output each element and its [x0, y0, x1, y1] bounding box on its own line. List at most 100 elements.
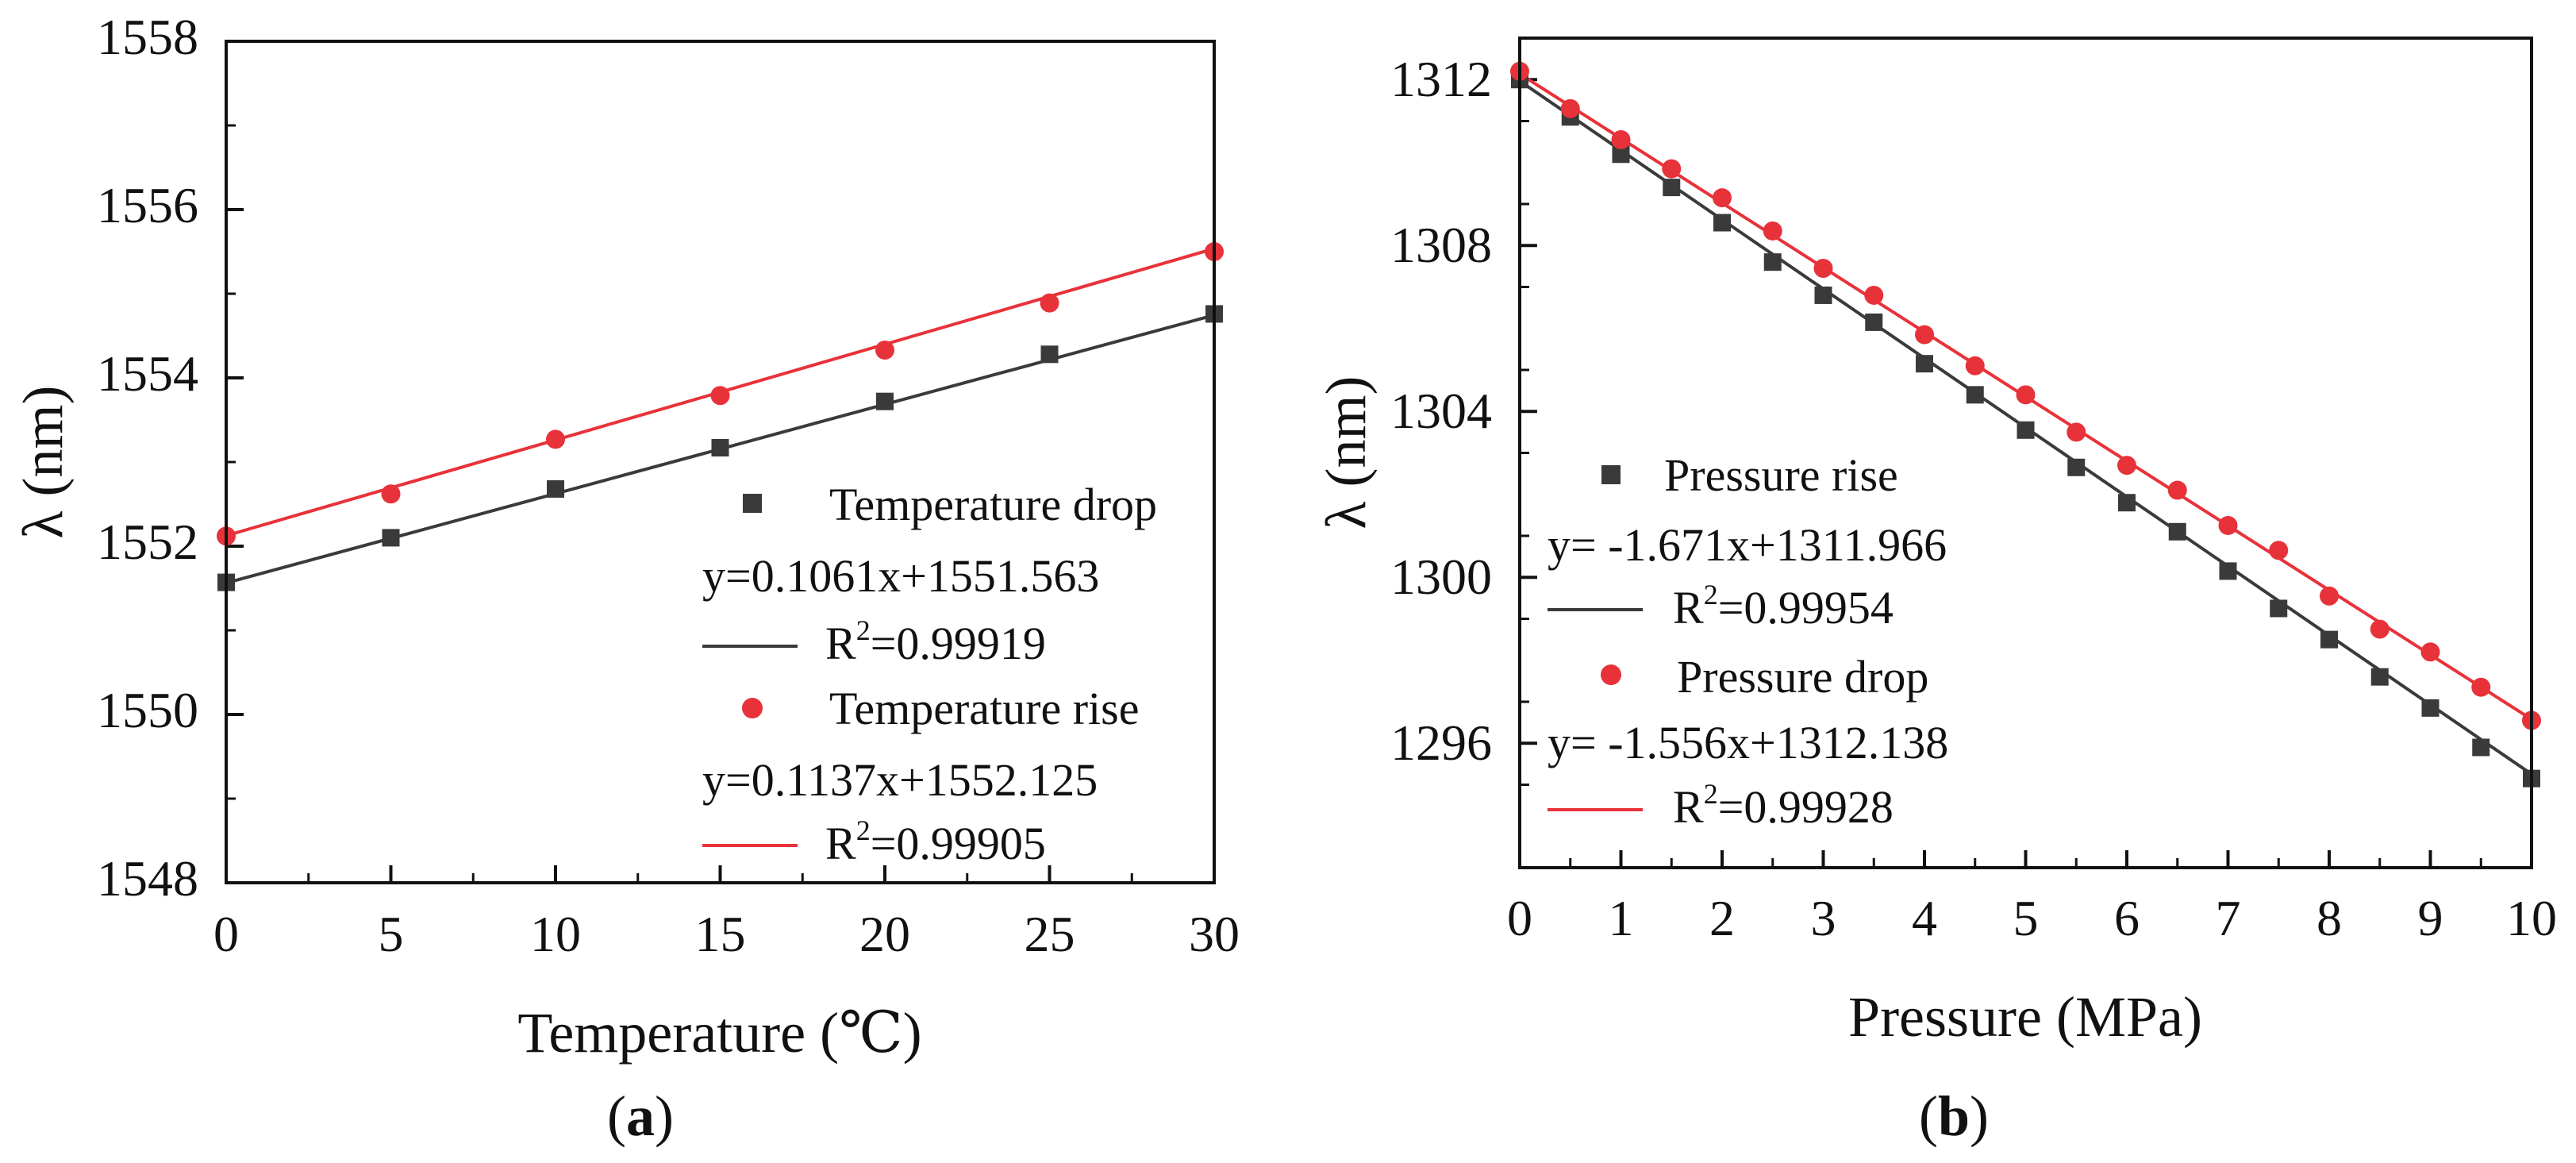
legend-fit-equation: y=0.1137x+1552.125	[702, 754, 1098, 806]
legend-marker-square	[743, 494, 762, 513]
data-point-circle	[710, 386, 730, 406]
data-point-square	[2017, 421, 2035, 439]
data-point-circle	[2471, 677, 2491, 697]
chart-a-panel-label: (a)	[607, 1084, 674, 1148]
data-point-circle	[2016, 385, 2036, 405]
legend-series-name: Temperature drop	[829, 479, 1157, 530]
data-point-circle	[2320, 586, 2339, 606]
data-point-square	[2370, 668, 2389, 686]
data-point-circle	[2167, 480, 2187, 500]
chart-b-ytick-label: 1300	[1390, 549, 1492, 605]
chart-b-x-axis-title: Pressure (MPa)	[1848, 985, 2202, 1049]
legend-marker-circle	[742, 698, 763, 718]
chart-a-xtick-label: 0	[213, 906, 239, 962]
legend-fit-equation: y= -1.556x+1312.138	[1548, 717, 1948, 768]
data-point-circle	[1864, 285, 1884, 305]
chart-b-plot-frame	[1518, 37, 2533, 869]
data-point-circle	[1560, 98, 1580, 118]
data-point-square	[1713, 214, 1731, 232]
chart-b-data-points	[1510, 61, 2541, 788]
data-point-square	[2421, 699, 2440, 717]
chart-b-xtick-label: 0	[1507, 890, 1532, 946]
chart-a-ytick-label: 1554	[97, 345, 198, 402]
data-point-square	[2320, 630, 2338, 649]
data-point-square	[2067, 458, 2086, 476]
data-point-circle	[1611, 130, 1631, 150]
legend-fit-equation: y= -1.671x+1311.966	[1548, 519, 1947, 571]
data-point-square	[2270, 599, 2288, 618]
data-point-square	[1966, 386, 1984, 404]
chart-a-xtick-label: 20	[859, 906, 910, 962]
data-point-circle	[546, 429, 565, 449]
legend-series-name: Pressure rise	[1664, 449, 1898, 501]
data-point-square	[2118, 494, 2136, 512]
chart-b-y-axis-title: λ (nm)	[1314, 376, 1378, 530]
data-point-square	[1040, 345, 1059, 364]
chart-b-xtick-label: 10	[2506, 890, 2557, 946]
data-point-circle	[2370, 619, 2390, 639]
legend-marker-square	[1601, 465, 1621, 484]
chart-b-xtick-label: 1	[1609, 890, 1634, 946]
data-point-circle	[381, 484, 401, 504]
legend-r2: R2=0.99919	[825, 614, 1046, 669]
chart-b-xtick-label: 5	[2013, 890, 2039, 946]
chart-a-ytick-label: 1556	[97, 177, 198, 233]
chart-b-xtick-label: 4	[1912, 890, 1937, 946]
chart-a-xtick-label: 25	[1025, 906, 1075, 962]
data-point-square	[1916, 355, 1933, 373]
chart-b-xtick-label: 7	[2216, 890, 2241, 946]
data-point-circle	[2420, 642, 2440, 662]
chart-b-panel-label: (b)	[1919, 1084, 1989, 1148]
chart-b-ytick-label: 1312	[1390, 51, 1492, 107]
legend-series-name: Pressure drop	[1677, 651, 1928, 703]
chart-b-ytick-label: 1296	[1390, 714, 1492, 771]
data-point-square	[547, 479, 564, 498]
chart-a-xtick-label: 15	[695, 906, 746, 962]
chart-a-ytick-label: 1558	[97, 9, 198, 65]
data-point-circle	[1813, 258, 1833, 278]
chart-b: 1296 1300 1304 1308 1312 0 1 2 3 4 5 6 7…	[1314, 37, 2557, 1148]
chart-b-legend: Pressure rise y= -1.671x+1311.966 R2=0.9…	[1548, 449, 1948, 833]
data-point-circle	[1040, 293, 1059, 313]
chart-b-ytick-label: 1308	[1390, 217, 1492, 273]
data-point-square	[711, 438, 729, 456]
chart-a-ytick-label: 1548	[97, 850, 198, 907]
data-point-circle	[2067, 422, 2086, 442]
legend-r2: R2=0.99928	[1673, 778, 1894, 833]
legend-series-name: Temperature rise	[829, 683, 1139, 734]
data-point-square	[2168, 522, 2186, 541]
data-point-circle	[1965, 356, 1985, 375]
data-point-square	[2219, 562, 2237, 580]
chart-b-xtick-label: 6	[2114, 890, 2140, 946]
chart-a-ytick-label: 1552	[97, 514, 198, 570]
data-point-circle	[1915, 325, 1934, 345]
data-point-square	[1763, 253, 1782, 271]
data-point-circle	[1763, 221, 1782, 241]
data-point-square	[1612, 145, 1630, 164]
chart-a-xtick-label: 30	[1189, 906, 1240, 962]
data-point-square	[1814, 286, 1832, 304]
data-point-square	[876, 392, 894, 410]
data-point-square	[382, 529, 400, 547]
chart-a-legend: Temperature drop y=0.1061x+1551.563 R2=0…	[702, 479, 1157, 869]
chart-b-ytick-label: 1304	[1390, 383, 1492, 439]
chart-a-xtick-label: 10	[530, 906, 581, 962]
chart-b-xtick-label: 3	[1811, 890, 1836, 946]
chart-a-fit-lines	[225, 247, 1215, 585]
data-point-square	[1865, 313, 1883, 331]
data-point-circle	[2117, 456, 2136, 476]
chart-a-y-axis-title: λ (nm)	[11, 386, 75, 539]
chart-a-plot-frame	[225, 40, 1216, 884]
legend-r2: R2=0.99905	[825, 814, 1046, 869]
chart-b-xtick-label: 8	[2316, 890, 2342, 946]
data-point-circle	[2269, 541, 2289, 560]
data-point-circle	[1713, 188, 1732, 208]
chart-a-ytick-label: 1550	[97, 682, 198, 738]
chart-b-xtick-label: 2	[1709, 890, 1735, 946]
chart-b-xtick-label: 9	[2418, 890, 2443, 946]
chart-a-xtick-label: 5	[379, 906, 404, 962]
legend-r2: R2=0.99954	[1673, 579, 1894, 633]
chart-a: 1548 1550 1552 1554 1556 1558 0 5 10 15 …	[11, 9, 1240, 1148]
legend-marker-circle	[1601, 664, 1621, 685]
